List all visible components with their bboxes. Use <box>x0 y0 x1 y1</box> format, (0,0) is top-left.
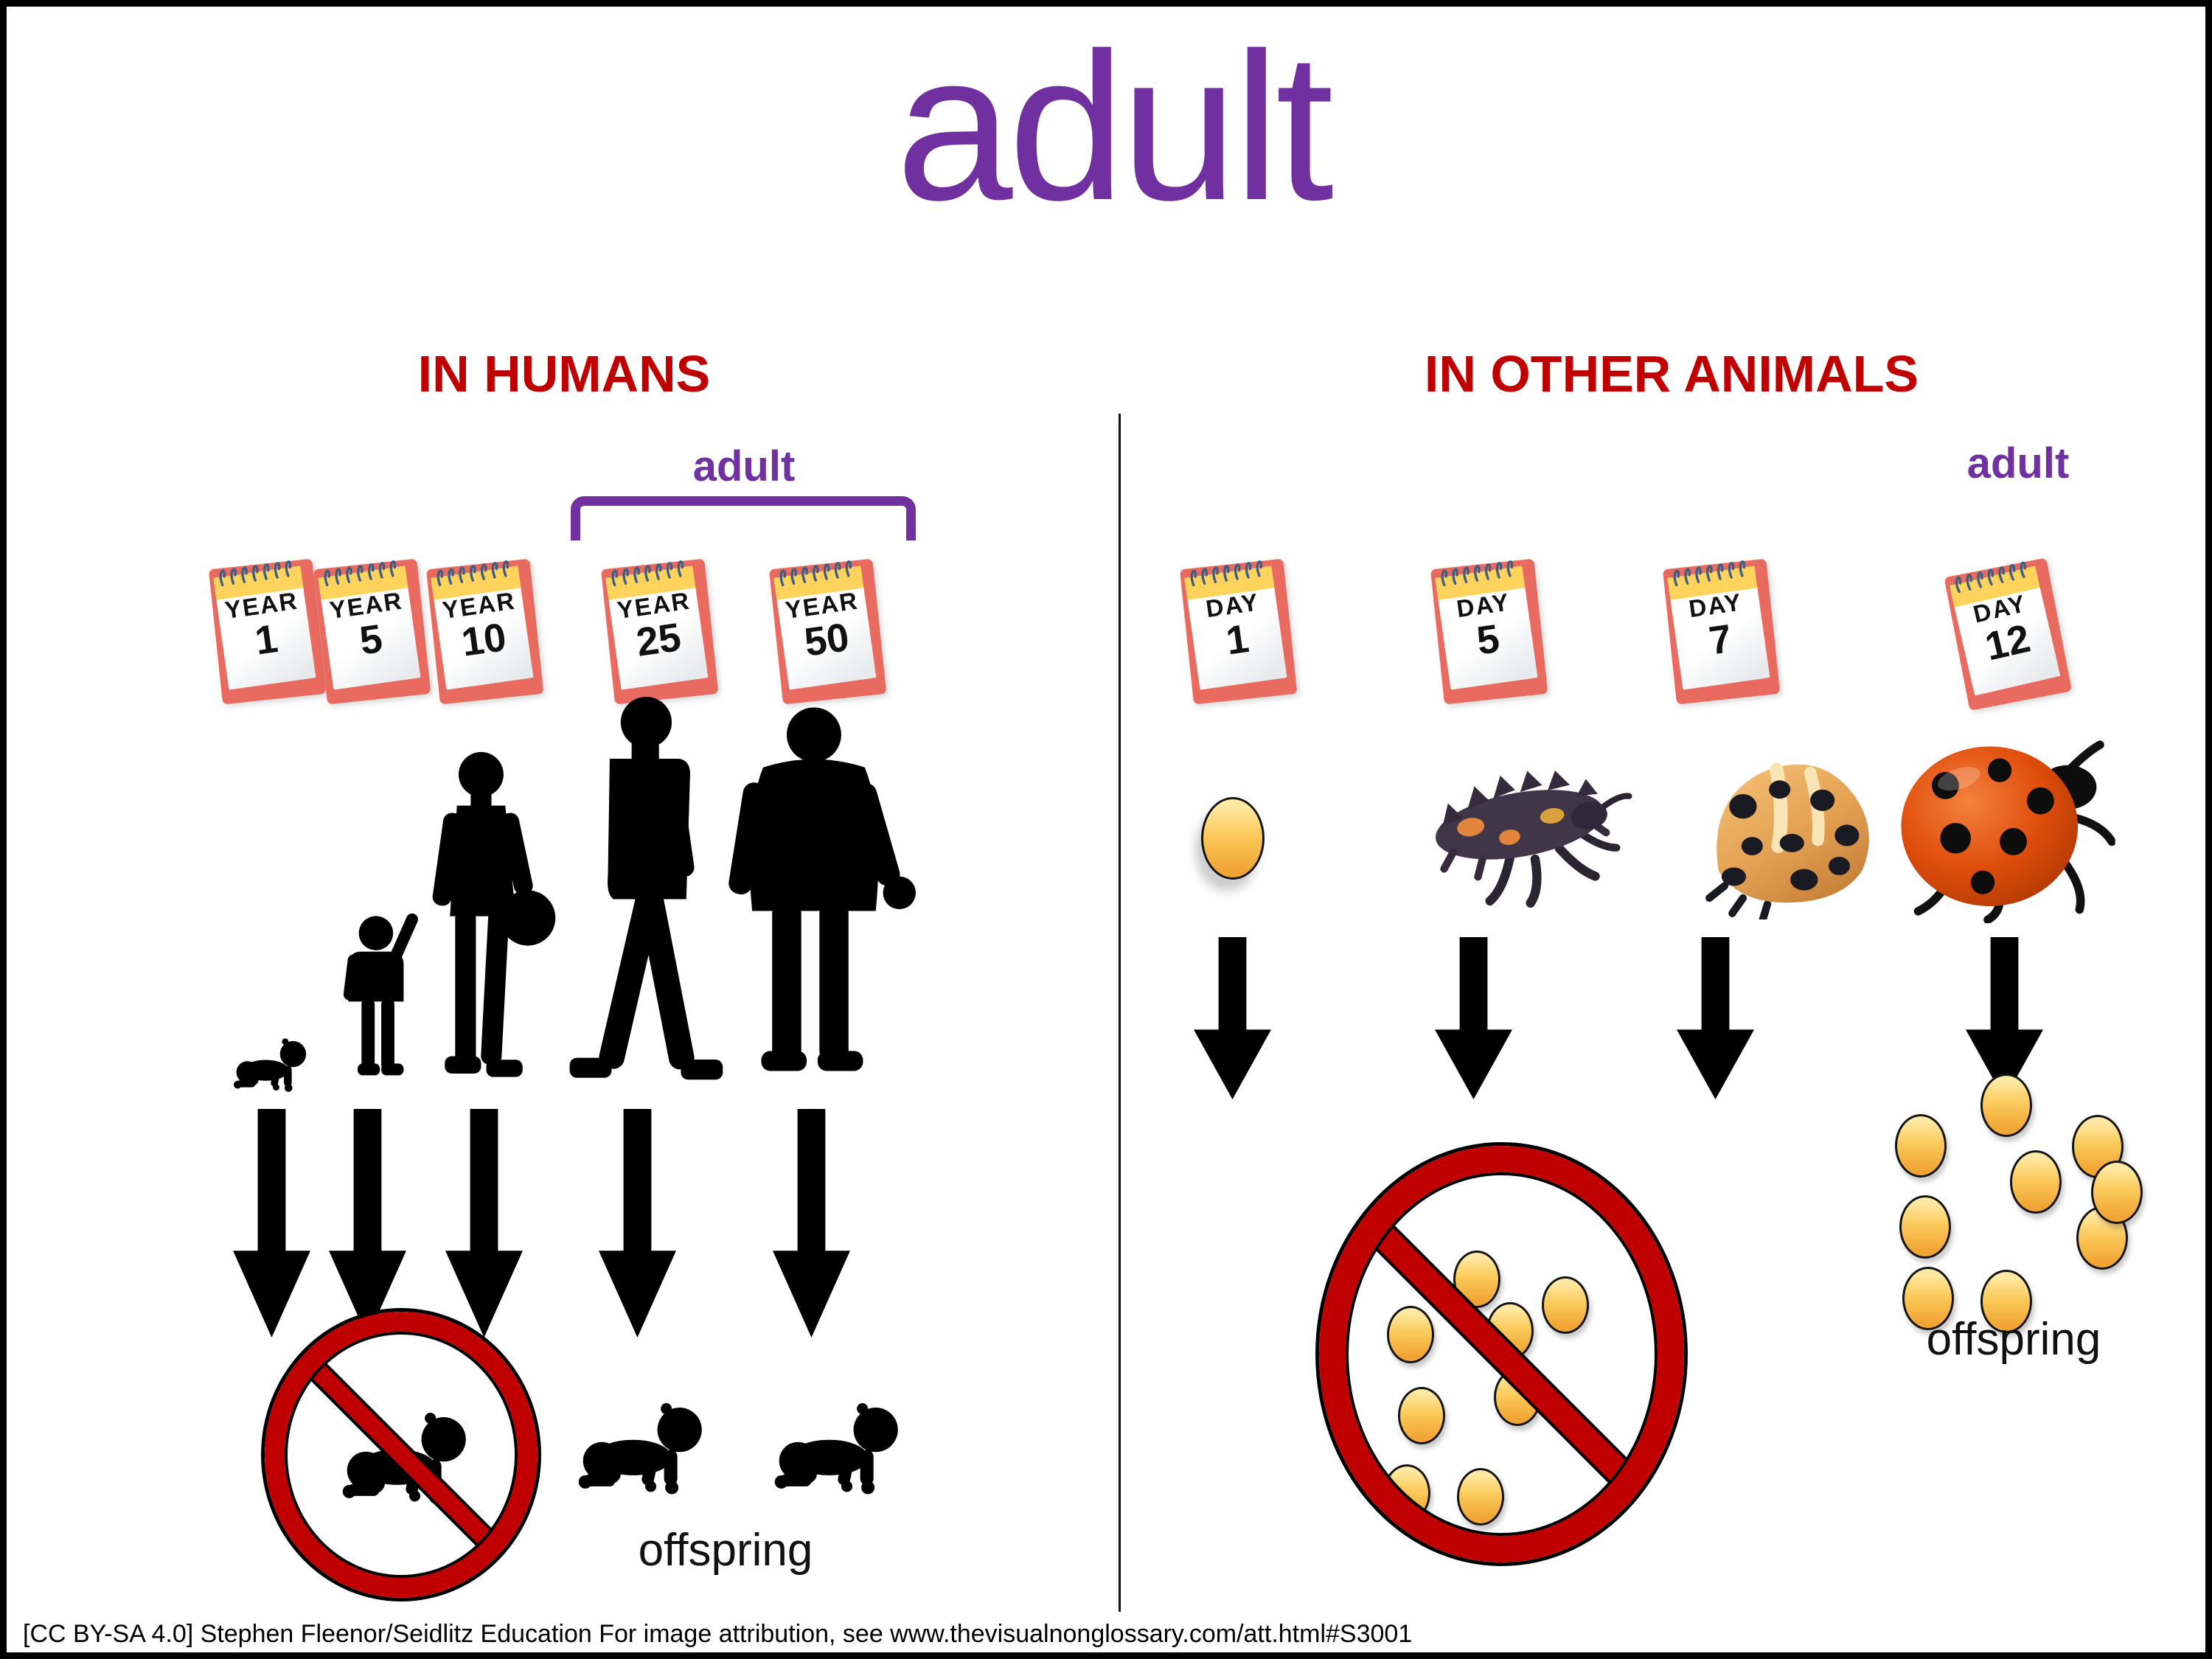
calendar-page: YEAR 50 <box>773 566 877 690</box>
ladybug-larva-icon <box>1411 748 1640 915</box>
adult-ladybug-icon <box>1894 733 2115 923</box>
offspring-egg-icon <box>1980 1074 2032 1137</box>
ladybug-pupa-icon <box>1688 751 1887 919</box>
left-offspring-label: offspring <box>638 1525 813 1576</box>
down-arrow-icon <box>1194 937 1271 1099</box>
calendar-day-7: DAY 7 <box>1662 555 1781 705</box>
down-arrow-icon <box>1435 937 1512 1099</box>
attribution-text: [CC BY-SA 4.0] Stephen Fleenor/Seidlitz … <box>23 1620 1413 1648</box>
panel-divider <box>1119 414 1121 1612</box>
calendar-day-1: DAY 1 <box>1179 555 1298 705</box>
right-panel-heading: IN OTHER ANIMALS <box>1424 345 1919 403</box>
offspring-egg-icon <box>1899 1195 1951 1259</box>
calendar-page: YEAR 1 <box>213 566 316 690</box>
down-arrow-icon <box>1677 937 1754 1099</box>
calendar-year-1: YEAR 1 <box>208 555 327 705</box>
calendar-day-5: DAY 5 <box>1430 555 1548 705</box>
left-panel-heading: IN HUMANS <box>417 345 711 403</box>
offspring-egg-icon <box>2091 1161 2143 1224</box>
offspring-egg-icon <box>1895 1114 1947 1178</box>
down-arrow-icon <box>599 1109 676 1338</box>
offspring-baby-silhouette <box>765 1397 909 1502</box>
calendar-page: DAY 5 <box>1435 566 1538 690</box>
down-arrow-icon <box>773 1109 850 1338</box>
calendar-page: YEAR 10 <box>431 566 534 690</box>
adult-span-bracket <box>571 496 916 540</box>
calendar-page: DAY 7 <box>1667 566 1770 690</box>
offspring-egg-icon <box>1902 1267 1954 1330</box>
offspring-egg-icon <box>1980 1270 2032 1333</box>
no-offspring-sign <box>1315 1142 1688 1566</box>
down-arrow-icon <box>233 1109 310 1338</box>
crawling-baby-silhouette <box>228 1034 313 1096</box>
prohibition-inner-outline <box>1346 1172 1658 1536</box>
calendar-year-10: YEAR 10 <box>425 555 544 705</box>
older-man-silhouette <box>701 706 919 1096</box>
offspring-egg-icon <box>2010 1150 2062 1214</box>
ladybug-egg-icon <box>1201 797 1265 880</box>
calendar-year-25: YEAR 25 <box>600 555 719 705</box>
down-arrow-icon <box>445 1109 523 1338</box>
right-offspring-label: offspring <box>1926 1314 2101 1365</box>
calendar-page: YEAR 5 <box>318 566 421 690</box>
calendar-day-12: DAY 12 <box>1944 555 2073 711</box>
calendar-page: DAY 1 <box>1184 566 1287 690</box>
page-title: adult <box>895 10 1334 244</box>
calendar-year-5: YEAR 5 <box>313 555 431 705</box>
right-adult-label: adult <box>1966 439 2070 487</box>
calendar-year-50: YEAR 50 <box>768 555 887 705</box>
down-arrow-icon <box>329 1109 406 1338</box>
offspring-baby-silhouette <box>568 1397 713 1502</box>
no-offspring-sign <box>261 1308 541 1601</box>
prohibition-inner-outline <box>285 1332 518 1578</box>
left-adult-label: adult <box>692 442 796 490</box>
calendar-page: YEAR 25 <box>605 566 709 690</box>
